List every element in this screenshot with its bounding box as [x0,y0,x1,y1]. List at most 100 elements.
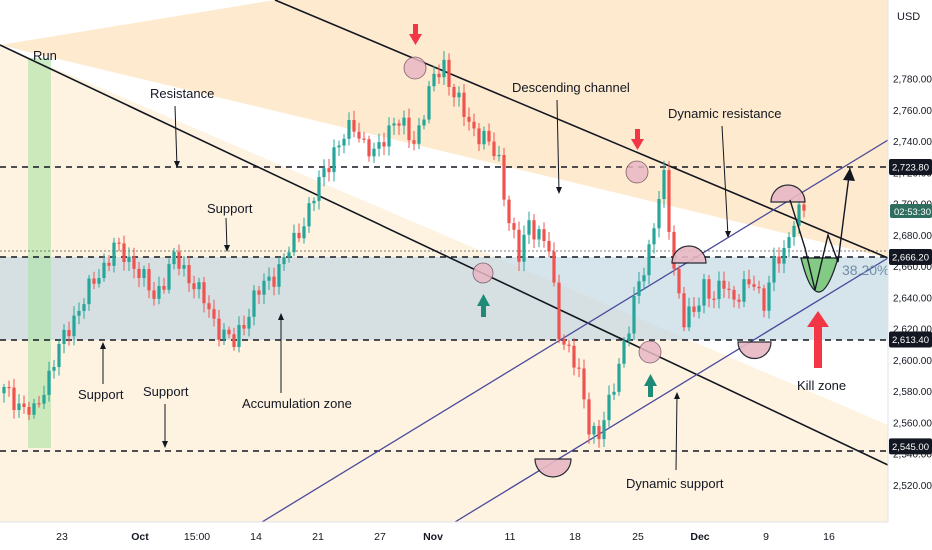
candle-body [667,170,671,232]
projected-arrowhead [843,168,855,181]
candle [212,299,216,327]
candle [2,383,6,403]
candle [572,338,576,376]
candle [467,107,471,131]
candle-body [402,117,406,126]
candle [472,113,476,137]
candle-body [487,130,491,142]
candle [722,271,726,298]
candle [532,214,536,249]
annotation-accumulation-zone: Accumulation zone [242,396,352,411]
candle-body [757,286,761,289]
candle-body [787,237,791,249]
candle-body [412,140,416,144]
candle [342,134,346,154]
red-arrow-top [409,24,422,45]
candle [382,132,386,156]
candle [662,160,666,208]
pointer-dynamic-resistance [721,125,729,237]
fib-label: 38.20% [842,262,889,278]
candle [237,316,241,353]
candle [352,110,356,138]
candle [702,273,706,314]
candle [262,273,266,305]
candle [242,315,246,336]
halfcircle-bottom-dec [737,341,772,360]
candle-body [137,268,141,279]
annotation-descending-channel: Descending channel [512,80,630,95]
candle-body [342,138,346,146]
candle-body [332,147,336,173]
candle [87,275,91,311]
candle [782,240,786,273]
candle [182,256,186,277]
candle-body [457,92,461,98]
candle-body [87,278,91,305]
candle [32,398,36,419]
candle-body [572,345,576,368]
y-tick-label: 2,780.00 [893,75,932,86]
candle-body [537,229,541,240]
candle-body [497,154,501,157]
candle [152,281,156,306]
candle [422,115,426,130]
candle [202,276,206,313]
candle [122,235,126,271]
candle-body [422,119,426,126]
candle-body [682,293,686,328]
candle [392,117,396,135]
candle-body [692,306,696,312]
candle-body [472,121,476,129]
y-tick-label: 2,540.00 [893,450,932,461]
x-axis-background [0,522,932,550]
candle-body [752,284,756,287]
candle [507,195,511,231]
candle-body [42,394,46,404]
candle [267,267,271,290]
y-axis[interactable]: USD 2,520.00 2,540.00 2,560.00 2,580.00 2,60… [887,0,932,550]
candle-body [67,329,71,337]
candle [442,51,446,86]
candle [707,274,711,308]
candle-body [687,306,691,328]
candle-body [637,281,641,296]
halfcircle-top-left [671,245,707,264]
candle [407,108,411,149]
candle-body [532,220,536,240]
candle [17,394,21,418]
candle [537,225,541,248]
x-tick-label: 16 [823,531,835,543]
candle-body [327,168,331,173]
candle-body [392,123,396,126]
candle-body [617,363,621,392]
candle [677,265,681,299]
candle-body [552,251,556,283]
candle-body [182,265,186,269]
x-axis[interactable]: 23 Oct 15:00 14 21 27 Nov 11 18 25 Dec 9 16 [0,521,932,550]
candle-body [222,329,226,340]
candle [42,385,46,410]
annotation-support-mid: Support [143,384,189,399]
candle [287,246,291,263]
candle [312,197,316,212]
candle-body [767,282,771,311]
candle-body [427,86,431,120]
candle [712,291,716,309]
candle [697,297,701,319]
candle-body [467,116,471,122]
candle [767,275,771,319]
y-tick-label: 2,560.00 [893,418,932,429]
candle [137,262,141,288]
candle [47,361,51,402]
candle-body [492,141,496,157]
candle-body [242,324,246,329]
candle-body [227,329,231,335]
candle-body [432,73,436,87]
candle [277,256,281,295]
candle [192,275,196,299]
candle-body [592,425,596,435]
candle-body [622,341,626,364]
candle [687,297,691,332]
candle-body [317,177,321,201]
